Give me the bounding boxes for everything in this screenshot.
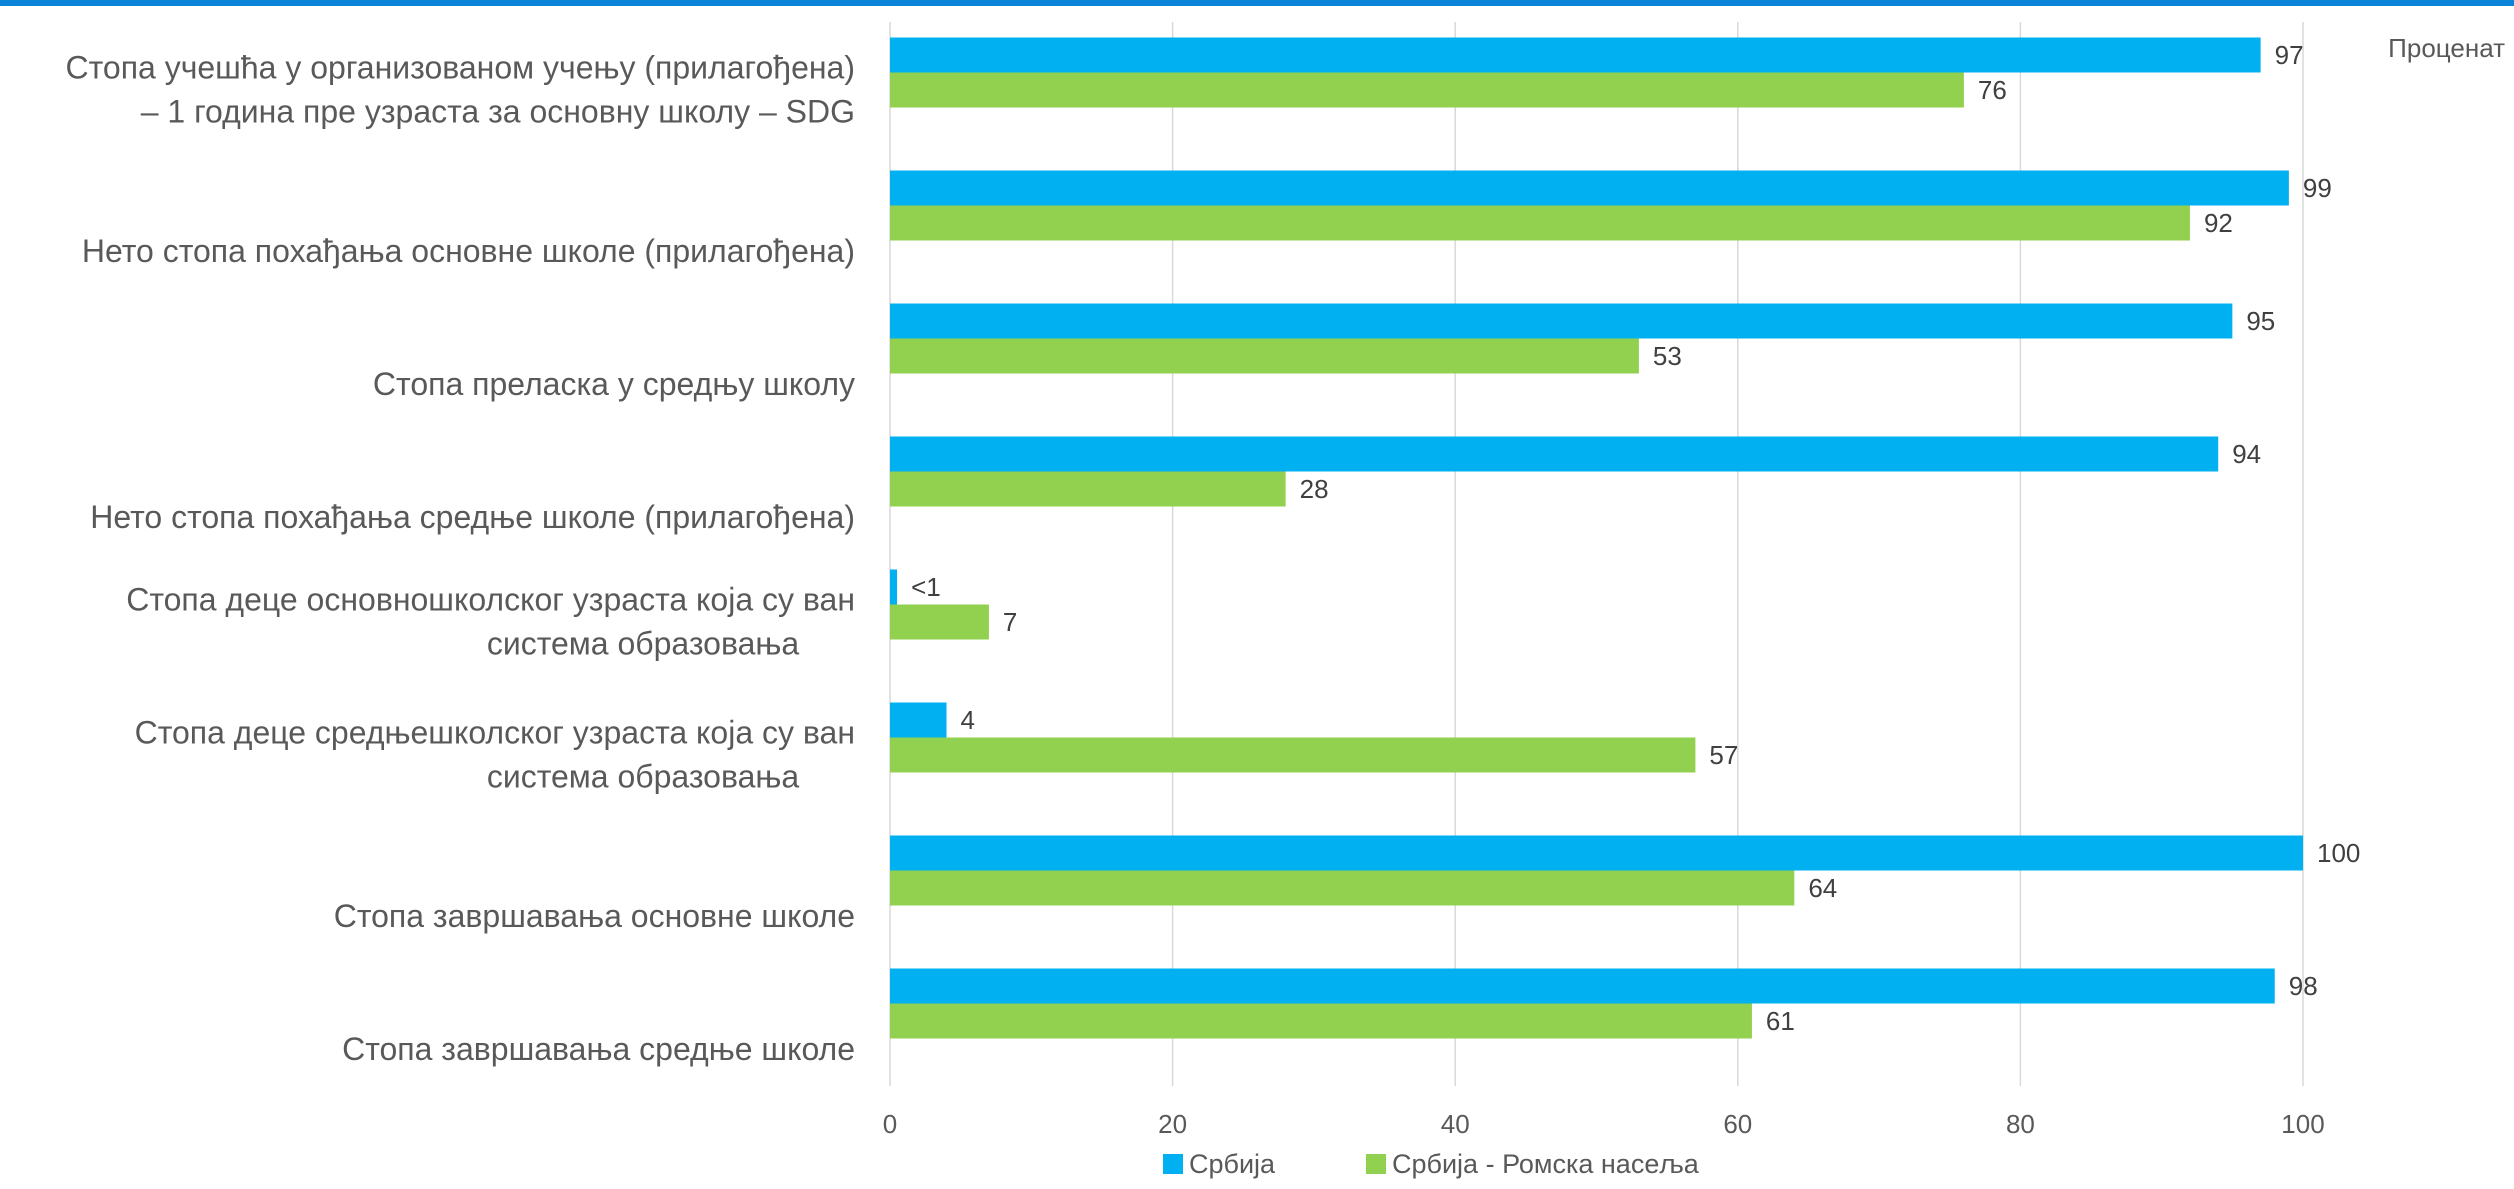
x-tick-label-1: 20 xyxy=(1158,1109,1187,1139)
bar-s0-c3 xyxy=(890,436,2219,472)
bar-s1-c2 xyxy=(890,338,1639,374)
category-labels: Стопа учешћа у организованом учењу (прил… xyxy=(65,50,855,1068)
x-tick-label-0: 0 xyxy=(883,1109,897,1139)
category-label-6-line-0: Стопа завршавања основне школе xyxy=(334,898,855,934)
data-label-s0-c7: 98 xyxy=(2289,971,2318,1001)
data-label-s1-c7: 61 xyxy=(1766,1006,1795,1036)
bar-s0-c1 xyxy=(890,170,2289,206)
data-label-s0-c0: 97 xyxy=(2275,40,2304,70)
legend: Србија Србија - Ромска насеља xyxy=(1163,1149,1700,1179)
bar-s0-c0 xyxy=(890,37,2261,73)
bar-s1-c7 xyxy=(890,1003,1752,1039)
x-tick-label-5: 100 xyxy=(2281,1109,2324,1139)
data-label-s1-c3: 28 xyxy=(1300,474,1329,504)
bar-s1-c1 xyxy=(890,205,2190,241)
bars: 97 76 99 92 95 53 94 28 <1 7 4 57 100 64 98 61 xyxy=(890,37,2360,1039)
category-label-5: Стопа деце средњешколског узраста која с… xyxy=(135,715,855,795)
data-label-s1-c2: 53 xyxy=(1653,341,1682,371)
category-label-2: Стопа преласка у средњу школу xyxy=(373,366,855,402)
category-label-1-line-0: Нето стопа похађања основне школе (прила… xyxy=(82,233,855,269)
x-tick-label-4: 80 xyxy=(2006,1109,2035,1139)
bar-s0-c6 xyxy=(890,835,2303,871)
legend-swatch-0 xyxy=(1163,1154,1183,1174)
category-label-7-line-0: Стопа завршавања средње школе xyxy=(342,1031,855,1067)
data-label-s1-c0: 76 xyxy=(1978,75,2007,105)
x-tick-label-3: 60 xyxy=(1723,1109,1752,1139)
legend-swatch-1 xyxy=(1366,1154,1386,1174)
unit-label: Проценат xyxy=(2388,33,2505,63)
category-label-0: Стопа учешћа у организованом учењу (прил… xyxy=(65,50,855,130)
category-label-6: Стопа завршавања основне школе xyxy=(334,898,855,934)
category-label-7: Стопа завршавања средње школе xyxy=(342,1031,855,1067)
category-label-0-line-0: Стопа учешћа у организованом учењу (прил… xyxy=(65,50,855,86)
category-label-1: Нето стопа похађања основне школе (прила… xyxy=(82,233,855,269)
category-label-0-line-1: – 1 година пре узраста за основну школу … xyxy=(141,94,855,130)
top-accent-rule xyxy=(0,0,2514,6)
bar-s1-c0 xyxy=(890,72,1964,108)
x-tick-label-2: 40 xyxy=(1441,1109,1470,1139)
bar-s0-c4 xyxy=(890,569,898,605)
bar-s0-c5 xyxy=(890,702,947,738)
category-label-5-line-1: система образовања xyxy=(487,759,800,795)
bar-s0-c7 xyxy=(890,968,2275,1004)
bar-s0-c2 xyxy=(890,303,2233,339)
category-label-4-line-1: система образовања xyxy=(487,626,800,662)
data-label-s0-c6: 100 xyxy=(2317,838,2360,868)
legend-label-1: Србија - Ромска насеља xyxy=(1392,1149,1700,1179)
category-label-2-line-0: Стопа преласка у средњу школу xyxy=(373,366,855,402)
category-label-4: Стопа деце основношколског узраста која … xyxy=(126,582,855,662)
data-label-s1-c5: 57 xyxy=(1709,740,1738,770)
bar-s1-c5 xyxy=(890,737,1696,773)
x-tick-labels: 0 20 40 60 80 100 xyxy=(883,1109,2325,1139)
category-label-3-line-0: Нето стопа похађања средње школе (прилаг… xyxy=(90,499,855,535)
data-label-s1-c4: 7 xyxy=(1003,607,1017,637)
bar-s1-c3 xyxy=(890,471,1286,507)
legend-label-0: Србија xyxy=(1189,1149,1276,1179)
data-label-s0-c5: 4 xyxy=(961,705,975,735)
data-label-s0-c4: <1 xyxy=(911,572,941,602)
data-label-s1-c1: 92 xyxy=(2204,208,2233,238)
data-label-s0-c1: 99 xyxy=(2303,173,2332,203)
category-label-3: Нето стопа похађања средње школе (прилаг… xyxy=(90,499,855,535)
category-label-5-line-0: Стопа деце средњешколског узраста која с… xyxy=(135,715,855,751)
data-label-s0-c2: 95 xyxy=(2246,306,2275,336)
data-label-s0-c3: 94 xyxy=(2232,439,2261,469)
bar-s1-c6 xyxy=(890,870,1795,906)
data-label-s1-c6: 64 xyxy=(1808,873,1837,903)
bar-s1-c4 xyxy=(890,604,989,640)
category-label-4-line-0: Стопа деце основношколског узраста која … xyxy=(126,582,855,618)
